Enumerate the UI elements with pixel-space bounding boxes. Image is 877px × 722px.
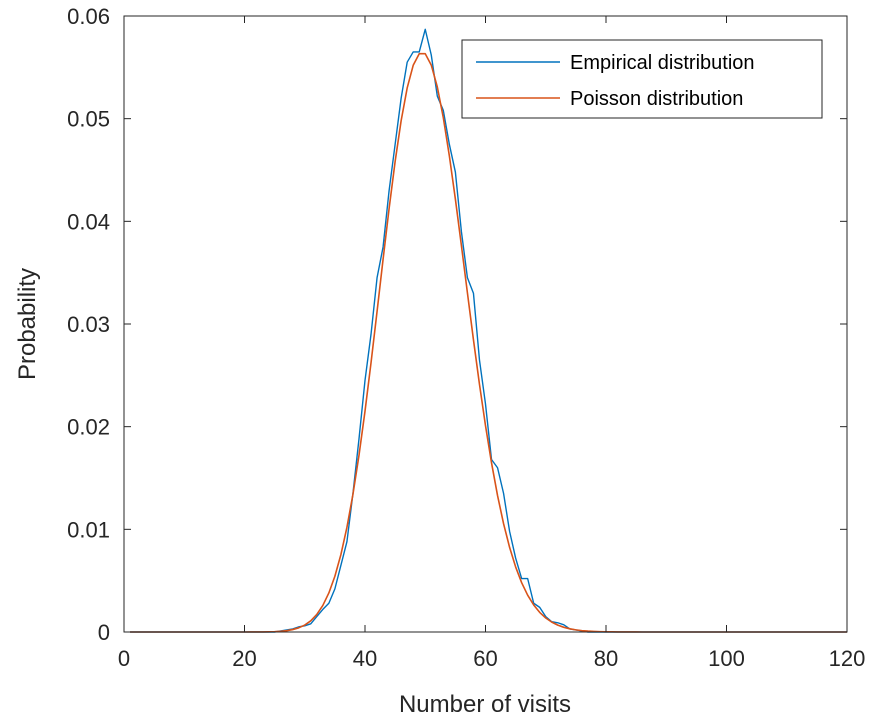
legend: Empirical distribution Poisson distribut…	[461, 39, 823, 119]
x-tick-label: 60	[473, 646, 497, 671]
y-tick-label: 0.06	[67, 4, 110, 29]
y-tick-label: 0.05	[67, 107, 110, 132]
axes	[123, 15, 848, 633]
x-tick-label: 0	[118, 646, 130, 671]
y-tick-label: 0	[98, 620, 110, 645]
legend-box	[461, 39, 823, 119]
y-tick-label: 0.01	[67, 517, 110, 542]
y-tick-label: 0.02	[67, 415, 110, 440]
y-tick-label: 0.04	[67, 209, 110, 234]
x-tick-label: 40	[353, 646, 377, 671]
y-tick-label: 0.03	[67, 312, 110, 337]
plot-background	[124, 16, 847, 632]
x-tick-label: 80	[594, 646, 618, 671]
legend-label-poisson: Poisson distribution	[570, 88, 743, 110]
legend-label-empirical: Empirical distribution	[570, 52, 755, 74]
tick-labels: 0 20 40 60 80 100 120 0 0.01 0.02 0.03 0.04 0.05 0.06	[67, 4, 865, 671]
x-tick-label: 100	[708, 646, 745, 671]
x-tick-label: 120	[829, 646, 866, 671]
x-axis-label: Number of visits	[399, 691, 571, 718]
y-axis-label: Probability	[14, 268, 41, 380]
x-tick-label: 20	[232, 646, 256, 671]
